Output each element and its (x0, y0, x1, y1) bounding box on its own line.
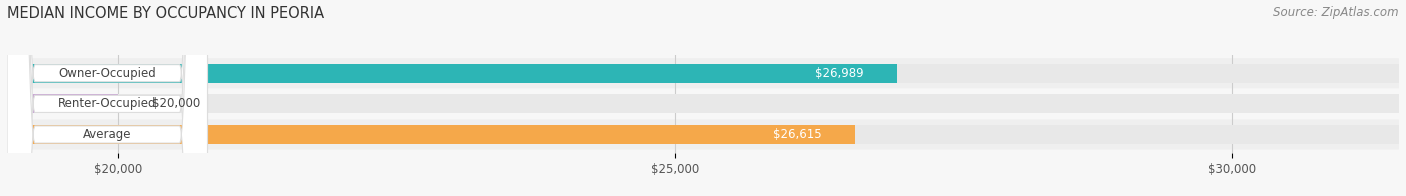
FancyBboxPatch shape (7, 89, 1399, 119)
Text: Owner-Occupied: Owner-Occupied (59, 67, 156, 80)
Text: $20,000: $20,000 (152, 97, 200, 110)
Text: Average: Average (83, 128, 132, 141)
FancyBboxPatch shape (7, 58, 1399, 88)
FancyBboxPatch shape (7, 0, 208, 196)
Text: $26,615: $26,615 (773, 128, 821, 141)
Bar (7, 125, 1399, 144)
Bar (7, 64, 1399, 83)
FancyBboxPatch shape (7, 0, 208, 196)
Text: Source: ZipAtlas.com: Source: ZipAtlas.com (1274, 6, 1399, 19)
Text: MEDIAN INCOME BY OCCUPANCY IN PEORIA: MEDIAN INCOME BY OCCUPANCY IN PEORIA (7, 6, 325, 21)
FancyBboxPatch shape (7, 120, 1399, 150)
Text: $26,989: $26,989 (814, 67, 863, 80)
Bar (7, 125, 855, 144)
Text: Renter-Occupied: Renter-Occupied (58, 97, 156, 110)
FancyBboxPatch shape (7, 0, 208, 196)
Bar (7, 94, 1399, 113)
Bar (7, 94, 118, 113)
Bar (7, 64, 897, 83)
